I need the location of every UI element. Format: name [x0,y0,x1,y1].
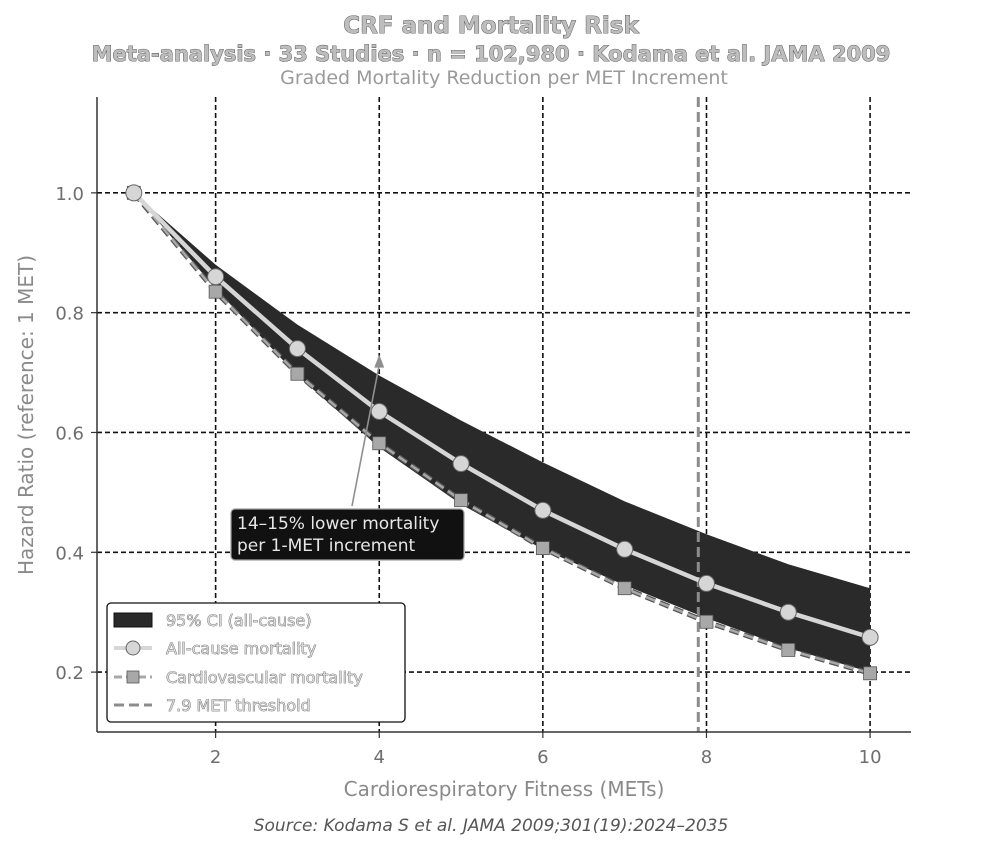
y-tick-label: 0.4 [55,543,84,564]
ticks-layer: 2 4 6 8 10 0.2 0.4 0.6 0.8 1.0 [55,184,881,768]
cardiovascular-point [781,643,796,657]
all-cause-line [132,191,871,640]
legend-label-all-cause: All-cause mortality [166,639,316,658]
legend-layer: 95% CI (all-cause) All-cause mortality Car… [106,602,406,723]
legend-label-cardiovascular: Cardiovascular mortality [166,668,363,687]
y-tick-label: 1.0 [55,184,84,205]
cardiovascular-point [535,541,550,555]
cardiovascular-point [372,436,387,451]
chart-subtitle-line: Meta-analysis · 33 Studies · n = 102,980… [92,42,891,66]
x-tick-label: 4 [374,747,385,768]
source-note: Source: Kodama S et al. JAMA 2009;301(19… [254,816,729,836]
y-tick-label: 0.6 [55,423,84,444]
all-cause-point [452,455,470,473]
legend-box [106,602,406,723]
x-tick-label: 10 [859,747,882,768]
series-layer [125,184,879,681]
y-axis-label: Hazard Ratio (reference: 1 MET) [14,255,38,575]
all-cause-point [616,540,634,558]
all-cause-point [534,501,552,519]
all-cause-point [125,184,143,202]
annotation-line-2: per 1-MET increment [237,536,416,556]
cardiovascular-point [454,493,468,508]
annotation-line-1: 14–15% lower mortality [237,514,439,534]
ci-band-area [133,192,871,673]
cardiovascular-point [208,284,223,299]
cardiovascular-point [290,366,305,381]
all-cause-point [370,403,388,421]
all-cause-point [288,340,306,358]
chart-title: CRF and Mortality Risk [343,13,639,39]
all-cause-point [779,603,797,621]
legend-swatch-ci [113,612,153,628]
legend-swatch-all-cause-marker [125,640,141,656]
all-cause-point [697,574,715,592]
all-cause-point [861,628,879,646]
cardiovascular-line [132,192,871,675]
x-axis-label: Cardiorespiratory Fitness (METs) [344,777,665,801]
axes-layer [96,97,911,733]
x-tick-label: 2 [210,747,221,768]
cardiovascular-point [617,581,632,596]
x-tick-label: 8 [701,747,712,768]
ci-band-layer [133,192,871,673]
cardiovascular-point [699,614,714,629]
annotation-arrow [351,364,381,507]
y-tick-label: 0.2 [55,663,84,684]
all-cause-point [207,268,225,286]
legend-label-threshold: 7.9 MET threshold [166,696,311,715]
cardiovascular-point [863,666,877,681]
legend-swatch-cv-marker [126,670,140,684]
x-tick-label: 6 [537,747,548,768]
legend-label-ci: 95% CI (all-cause) [166,611,312,630]
annotation-box [230,508,465,561]
chart-subtitle: Graded Mortality Reduction per MET Incre… [280,67,728,89]
annotation-arrowhead [374,354,385,368]
y-tick-label: 0.8 [55,304,84,325]
